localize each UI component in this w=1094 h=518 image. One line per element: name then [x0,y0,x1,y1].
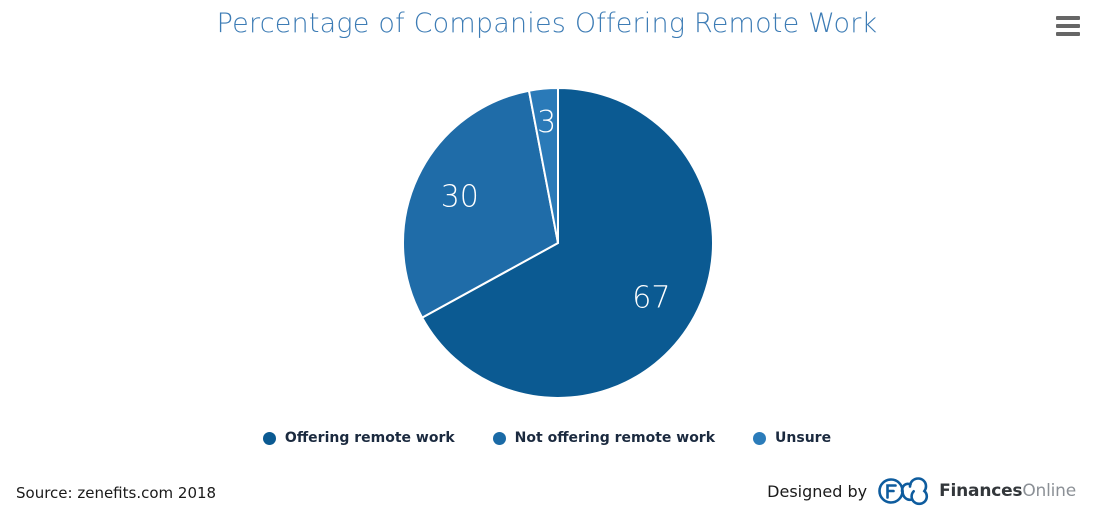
pie-slice-label: 67 [632,281,670,316]
pie-slice-label: 30 [441,179,479,214]
legend-color-dot-icon [492,431,506,445]
brand-name-light: Online [1022,481,1076,501]
legend-color-dot-icon [753,431,767,445]
legend-item[interactable]: Unsure [753,430,831,446]
chart-plot-area: 67 30 3 [0,62,1094,417]
hamburger-bar [1056,32,1080,36]
pie-slice[interactable] [527,87,559,244]
page-title: Percentage of Companies Offering Remote … [216,8,878,39]
legend-item-label: Not offering remote work [514,430,716,446]
legend-item-label: Unsure [775,430,832,446]
chart-header: Percentage of Companies Offering Remote … [0,0,1094,62]
hamburger-menu-icon[interactable] [1056,16,1080,36]
brand-name: FinancesOnline [939,481,1076,501]
pie-slice[interactable] [402,89,559,319]
hamburger-bar [1056,24,1080,28]
legend-item[interactable]: Offering remote work [262,430,455,446]
pie-slice[interactable] [421,87,714,399]
brand-attribution: Designed by FinancesOnline [767,476,1076,506]
financesonline-logo-icon [878,477,929,506]
hamburger-bar [1056,16,1080,20]
brand-name-bold: Finances [939,481,1023,501]
pie-chart-svg: 67 30 3 [402,87,714,399]
legend-color-dot-icon [262,431,276,445]
legend-item-label: Offering remote work [284,430,455,446]
chart-footer: Source: zenefits.com 2018 Designed by Fi… [0,462,1094,518]
chart-legend: Offering remote work Not offering remote … [0,430,1094,446]
designed-by-label: Designed by [767,481,868,501]
legend-item[interactable]: Not offering remote work [492,430,716,446]
source-text: Source: zenefits.com 2018 [16,484,217,502]
pie-slice-label: 3 [537,105,556,140]
pie-chart: 67 30 3 [402,87,714,399]
